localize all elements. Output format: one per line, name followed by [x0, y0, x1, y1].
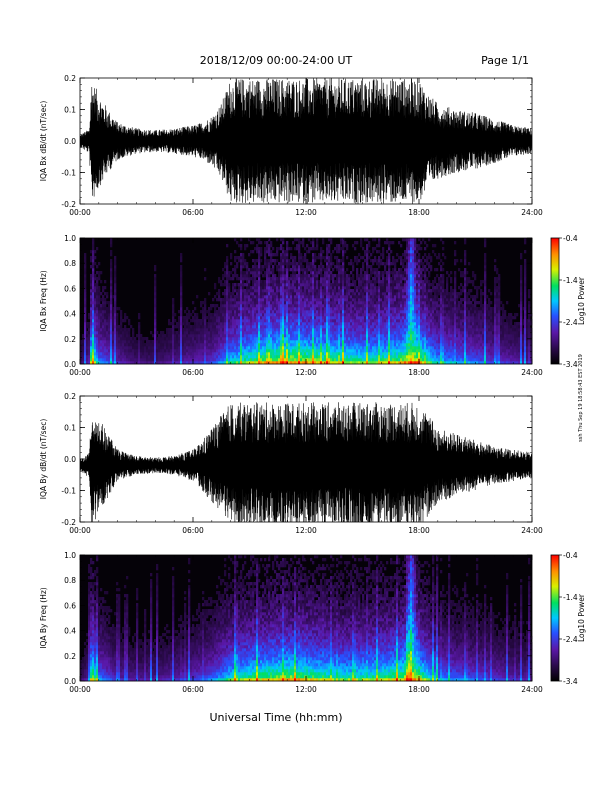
- colorbar: [550, 237, 560, 365]
- panel-1: 00:00 06:00 12:00 18:00 24:00 -0.2 -0.1 0.0 0.1 0…: [39, 74, 543, 217]
- y-tick-label: 0.0: [64, 360, 76, 369]
- colorbar-tick-label: -3.4: [563, 677, 578, 686]
- colorbar-tick-label: -1.4: [563, 593, 578, 602]
- x-tick-label: 06:00: [182, 208, 204, 217]
- x-tick-label: 06:00: [182, 368, 204, 377]
- panel-2: -3.4 -2.4 -1.4 -0.4 Log10 Power 00:00 06:00 12:…: [39, 234, 586, 377]
- y-tick-label: -0.1: [61, 487, 76, 496]
- y-tick-label: 0.1: [64, 424, 76, 433]
- colorbar-tick-label: -0.4: [563, 234, 578, 243]
- y-tick-label: 0.2: [64, 392, 76, 401]
- x-tick-label: 18:00: [408, 368, 430, 377]
- y-tick-label: 0.8: [64, 576, 76, 585]
- y-axis-label: IQA By Freq (Hz): [39, 587, 48, 649]
- y-tick-label: 0.0: [64, 137, 76, 146]
- page-title: 2018/12/09 00:00-24:00 UT: [200, 54, 353, 67]
- y-tick-label: 0.4: [64, 627, 76, 636]
- spectrogram-cells: [80, 238, 533, 365]
- x-tick-label: 12:00: [295, 368, 317, 377]
- y-tick-label: 0.2: [64, 74, 76, 83]
- x-tick-label: 12:00: [295, 208, 317, 217]
- x-tick-label: 24:00: [521, 208, 543, 217]
- y-tick-label: 0.8: [64, 259, 76, 268]
- colorbar-label: Log10 Power: [577, 276, 586, 325]
- y-tick-label: -0.1: [61, 169, 76, 178]
- y-tick-label: -0.2: [61, 200, 76, 209]
- y-tick-label: 0.6: [64, 601, 76, 610]
- panel-4: -3.4 -2.4 -1.4 -0.4 Log10 Power 00:00 06:00 12:…: [39, 551, 586, 694]
- y-tick-label: -0.2: [61, 518, 76, 527]
- colorbar-tick-label: -0.4: [563, 551, 578, 560]
- x-axis-label: Universal Time (hh:mm): [210, 711, 343, 724]
- panels: 00:00 06:00 12:00 18:00 24:00 -0.2 -0.1 0.0 0.1 0…: [39, 74, 586, 694]
- colorbar-tick-label: -3.4: [563, 360, 578, 369]
- trace-line: [80, 78, 532, 204]
- page-label: Page 1/1: [481, 54, 529, 67]
- colorbar: [550, 554, 560, 682]
- x-tick-label: 24:00: [521, 368, 543, 377]
- colorbar-label: Log10 Power: [577, 593, 586, 642]
- y-tick-label: 0.1: [64, 106, 76, 115]
- y-tick-label: 0.6: [64, 284, 76, 293]
- x-tick-label: 12:00: [295, 685, 317, 694]
- panel-3: 00:00 06:00 12:00 18:00 24:00 -0.2 -0.1 0.0 0.1 0…: [39, 392, 543, 535]
- colorbar-tick-label: -2.4: [563, 635, 578, 644]
- y-tick-label: 0.2: [64, 652, 76, 661]
- x-tick-label: 00:00: [69, 685, 91, 694]
- y-axis-label: IQA Bx dB/dt (nT/sec): [39, 101, 48, 182]
- y-axis-label: IQA Bx Freq (Hz): [39, 270, 48, 332]
- trace-line: [80, 402, 532, 522]
- x-tick-label: 24:00: [521, 526, 543, 535]
- x-tick-label: 24:00: [521, 685, 543, 694]
- y-tick-label: 0.4: [64, 310, 76, 319]
- side-stamp: ssh Thu Sep 19 18:58:43 EST 2019: [578, 354, 584, 442]
- y-tick-label: 1.0: [64, 234, 76, 243]
- x-tick-label: 06:00: [182, 685, 204, 694]
- x-tick-label: 00:00: [69, 208, 91, 217]
- x-tick-label: 12:00: [295, 526, 317, 535]
- spectrogram-cells: [80, 555, 533, 682]
- x-tick-label: 00:00: [69, 368, 91, 377]
- x-tick-label: 18:00: [408, 208, 430, 217]
- x-tick-label: 00:00: [69, 526, 91, 535]
- y-tick-label: 0.0: [64, 677, 76, 686]
- x-tick-label: 18:00: [408, 685, 430, 694]
- colorbar-tick-label: -1.4: [563, 276, 578, 285]
- y-tick-label: 0.2: [64, 335, 76, 344]
- y-tick-label: 0.0: [64, 455, 76, 464]
- y-axis-label: IQA By dB/dt (nT/sec): [39, 419, 48, 500]
- y-tick-label: 1.0: [64, 551, 76, 560]
- colorbar-tick-label: -2.4: [563, 318, 578, 327]
- x-tick-label: 06:00: [182, 526, 204, 535]
- x-tick-label: 18:00: [408, 526, 430, 535]
